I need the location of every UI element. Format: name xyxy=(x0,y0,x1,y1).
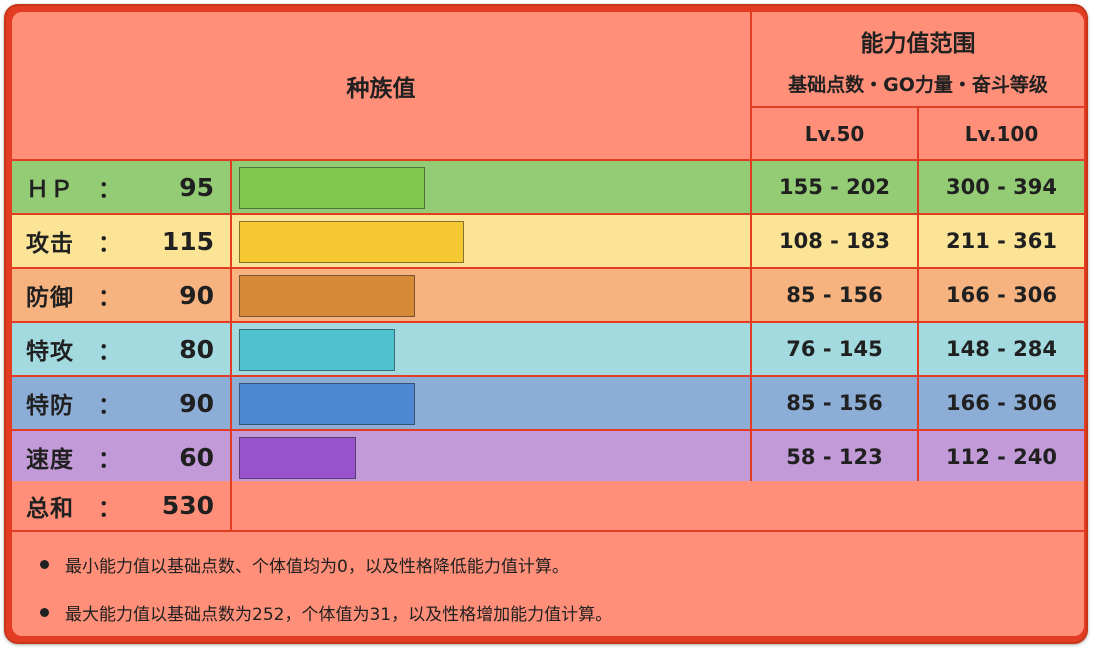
stat-value: 80 xyxy=(179,334,214,364)
lv50-range-cell: 58 - 123 xyxy=(752,431,917,483)
lv50-range-cell: 155 - 202 xyxy=(752,161,917,213)
stat-bar-cell xyxy=(232,323,750,375)
stat-colon: ： xyxy=(98,285,121,311)
lv100-range: 166 - 306 xyxy=(945,283,1057,307)
lv100-range-cell: 166 - 306 xyxy=(919,269,1084,321)
stat-label: 防御 xyxy=(26,285,74,311)
lv50-range: 108 - 183 xyxy=(778,229,890,253)
total-colon: ： xyxy=(98,495,121,522)
stat-bar xyxy=(239,221,464,263)
bullet-icon xyxy=(40,560,49,569)
range-title: 能力值范围 xyxy=(860,31,976,57)
lv100-range: 112 - 240 xyxy=(945,445,1057,469)
stat-label: 特防 xyxy=(26,393,74,419)
lv100-range-cell: 300 - 394 xyxy=(919,161,1084,213)
stat-bar-cell xyxy=(232,269,750,321)
species-title: 种族值 xyxy=(346,75,416,102)
stat-colon: ： xyxy=(98,231,121,257)
lv50-range: 76 - 145 xyxy=(786,337,883,361)
lv100-label: Lv.100 xyxy=(964,121,1039,146)
stat-name-cell: 攻击 ： 115 xyxy=(12,215,230,267)
lv50-range-cell: 85 - 156 xyxy=(752,269,917,321)
lv100-range: 148 - 284 xyxy=(945,337,1057,361)
total-value: 530 xyxy=(161,491,214,520)
stat-bar xyxy=(239,167,425,209)
lv50-range: 85 - 156 xyxy=(786,283,883,307)
stat-value: 115 xyxy=(161,226,214,256)
notes-panel: 最小能力值以基础点数、个体值均为0，以及性格降低能力值计算。 最大能力值以基础点… xyxy=(12,532,1084,636)
lv100-range: 166 - 306 xyxy=(945,391,1057,415)
lv100-range: 300 - 394 xyxy=(945,175,1057,199)
lv100-header: Lv.100 xyxy=(919,108,1084,159)
lv50-range: 58 - 123 xyxy=(786,445,883,469)
stat-name-cell: 防御 ： 90 xyxy=(12,269,230,321)
total-name-cell: 总和 ： 530 xyxy=(12,481,230,530)
stat-bar-cell xyxy=(232,161,750,213)
lv50-range: 85 - 156 xyxy=(786,391,883,415)
stat-bar-cell xyxy=(232,377,750,429)
lv100-range-cell: 148 - 284 xyxy=(919,323,1084,375)
stat-colon: ： xyxy=(98,339,121,365)
lv50-range-cell: 76 - 145 xyxy=(752,323,917,375)
lv50-range: 155 - 202 xyxy=(778,175,890,199)
total-empty-cell xyxy=(232,481,1084,530)
stat-name-cell: ＨＰ ： 95 xyxy=(12,161,230,213)
lv100-range-cell: 211 - 361 xyxy=(919,215,1084,267)
stat-name-cell: 特防 ： 90 xyxy=(12,377,230,429)
stat-bar-cell xyxy=(232,431,750,483)
stat-name-cell: 特攻 ： 80 xyxy=(12,323,230,375)
stat-label: 速度 xyxy=(26,447,74,473)
note-min-text: 最小能力值以基础点数、个体值均为0，以及性格降低能力值计算。 xyxy=(65,557,569,577)
lv50-range-cell: 85 - 156 xyxy=(752,377,917,429)
stat-value: 95 xyxy=(179,172,214,202)
stat-bar xyxy=(239,329,395,371)
bullet-icon xyxy=(40,608,49,617)
stat-bar-cell xyxy=(232,215,750,267)
stat-bar xyxy=(239,437,356,479)
stat-bar xyxy=(239,383,415,425)
range-subtitle: 基础点数・GO力量・奋斗等级 xyxy=(788,74,1048,96)
stat-colon: ： xyxy=(98,393,121,419)
stat-value: 60 xyxy=(179,442,214,472)
stats-table: 种族值 能力值范围 基础点数・GO力量・奋斗等级 Lv.50 Lv.100 ＨＰ… xyxy=(4,4,1088,644)
lv100-range-cell: 166 - 306 xyxy=(919,377,1084,429)
stat-value: 90 xyxy=(179,388,214,418)
stat-colon: ： xyxy=(98,177,121,203)
stat-label: 特攻 xyxy=(26,339,74,365)
note-max-text: 最大能力值以基础点数为252，个体值为31，以及性格增加能力值计算。 xyxy=(65,605,613,625)
lv50-header: Lv.50 xyxy=(752,108,917,159)
stat-label: 攻击 xyxy=(26,231,74,257)
lv100-range: 211 - 361 xyxy=(945,229,1057,253)
stat-colon: ： xyxy=(98,447,121,473)
lv100-range-cell: 112 - 240 xyxy=(919,431,1084,483)
stat-label: ＨＰ xyxy=(26,177,74,203)
stat-bar xyxy=(239,275,415,317)
lv50-label: Lv.50 xyxy=(804,121,865,146)
range-header: 能力值范围 基础点数・GO力量・奋斗等级 xyxy=(752,12,1084,106)
lv50-range-cell: 108 - 183 xyxy=(752,215,917,267)
stat-name-cell: 速度 ： 60 xyxy=(12,431,230,483)
note-min: 最小能力值以基础点数、个体值均为0，以及性格降低能力值计算。 xyxy=(40,552,569,577)
total-label: 总和 xyxy=(26,495,74,522)
stat-value: 90 xyxy=(179,280,214,310)
note-max: 最大能力值以基础点数为252，个体值为31，以及性格增加能力值计算。 xyxy=(40,600,612,625)
species-header: 种族值 xyxy=(12,12,750,159)
